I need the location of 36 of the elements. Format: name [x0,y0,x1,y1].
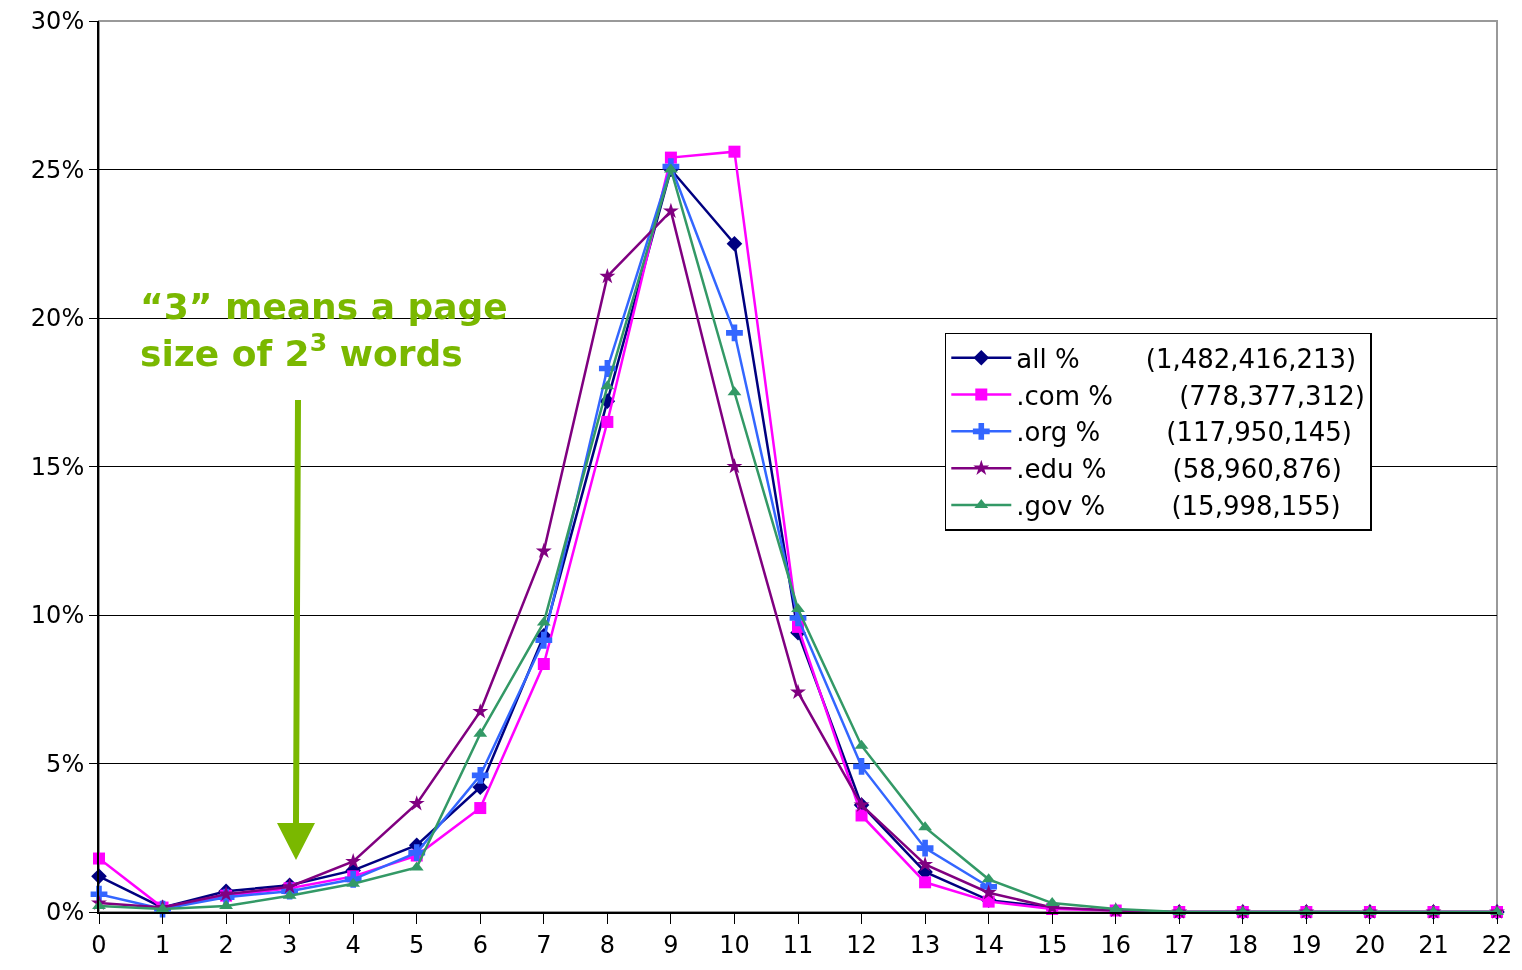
legend-label: .edu % (58,960,876) [1016,454,1342,485]
legend-label: .org % (117,950,145) [1016,417,1352,448]
legend-label: all % (1,482,416,213) [1016,343,1357,374]
legend-label: .gov % (15,998,155) [1016,491,1341,522]
x-tick-label: 2 [218,930,234,959]
x-tick-label: 0 [91,930,107,959]
x-tick-label: 22 [1481,930,1513,959]
x-tick-label: 14 [973,930,1004,959]
x-tick-label: 6 [472,930,488,959]
x-tick-label: 15 [1036,930,1068,959]
y-tick-label: 0% [46,898,85,927]
x-tick-label: 3 [282,930,298,959]
y-tick-label: 10% [30,601,85,630]
x-tick-label: 20 [1354,930,1386,959]
annotation: “3” means a page size of 2$^{3}$ words [140,286,508,374]
x-tick-label: 11 [782,930,814,959]
x-tick-label: 21 [1418,930,1449,959]
y-tick-label: 15% [30,452,85,481]
x-tick-label: 17 [1164,930,1195,959]
x-tick-label: 4 [345,930,361,959]
x-tick-label: 5 [409,930,425,959]
x-tick-label: 16 [1100,930,1131,959]
y-tick-label: 5% [46,749,85,778]
x-tick-label: 19 [1291,930,1322,959]
legend-label: .com % (778,377,312) [1016,380,1365,411]
y-tick-label: 20% [30,304,85,333]
x-tick-label: 7 [536,930,552,959]
x-tick-label: 18 [1227,930,1259,959]
y-tick-label: 25% [30,155,85,184]
x-tick-label: 8 [599,930,615,959]
x-tick-label: 12 [846,930,877,959]
x-tick-label: 9 [663,930,679,959]
x-tick-label: 13 [909,930,941,959]
x-tick-label: 1 [154,930,171,959]
y-tick-label: 30% [30,7,85,36]
x-tick-label: 10 [719,930,750,959]
